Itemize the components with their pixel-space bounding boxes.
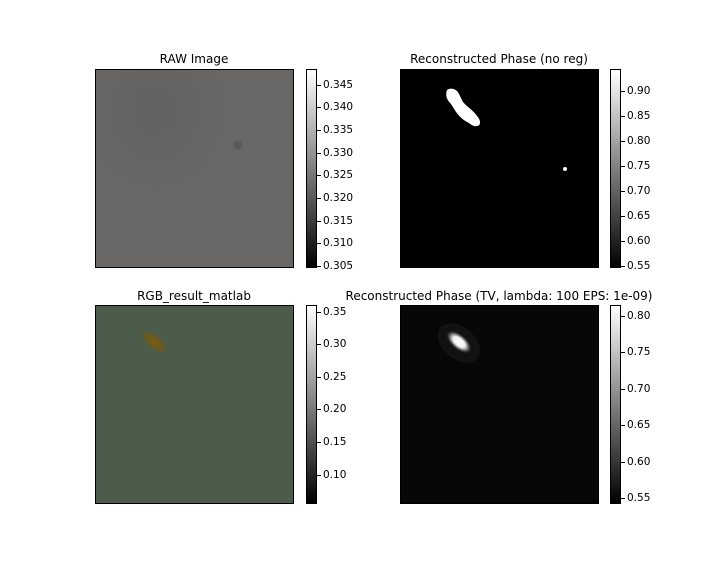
colorbar — [610, 305, 621, 504]
colorbar-tick-mark — [621, 425, 625, 426]
phase-no-reg-heatmap — [400, 69, 599, 268]
colorbar-tick-label: 0.25 — [323, 371, 347, 383]
colorbar-tick-mark — [317, 107, 321, 108]
colorbar-tick-mark — [317, 175, 321, 176]
rgb-result-svg — [139, 328, 169, 356]
colorbar-tick-mark — [621, 166, 625, 167]
colorbar-tick-label: 0.75 — [627, 346, 651, 358]
phase-no-reg-svg — [446, 88, 567, 171]
colorbar-tick-mark — [621, 266, 625, 267]
colorbar-tick-label: 0.325 — [323, 169, 354, 181]
colorbar-tick-label: 0.10 — [323, 469, 347, 481]
colorbar-tick-label: 0.65 — [627, 419, 651, 431]
panel-title: Reconstructed Phase (TV, lambda: 100 EPS… — [345, 289, 653, 303]
panel-title: RAW Image — [159, 52, 229, 66]
colorbar-tick-label: 0.315 — [323, 215, 354, 227]
bright-dot — [563, 167, 567, 171]
colorbar-tick-mark — [317, 153, 321, 154]
yellow-blob — [139, 328, 169, 356]
colorbar-tick-label: 0.75 — [627, 160, 651, 172]
colorbar-tick-mark — [317, 243, 321, 244]
colorbar-tick-mark — [317, 442, 321, 443]
panel-title: RGB_result_matlab — [137, 289, 251, 303]
colorbar-tick-mark — [317, 130, 321, 131]
colorbar-tick-label: 0.20 — [323, 403, 347, 415]
colorbar-tick-label: 0.60 — [627, 456, 651, 468]
colorbar-tick-mark — [317, 221, 321, 222]
colorbar-tick-label: 0.320 — [323, 192, 354, 204]
colorbar-tick-label: 0.15 — [323, 436, 347, 448]
colorbar-tick-label: 0.335 — [323, 124, 354, 136]
colorbar-tick-mark — [621, 498, 625, 499]
colorbar-tick-label: 0.65 — [627, 210, 651, 222]
colorbar-tick-label: 0.55 — [627, 492, 651, 504]
colorbar — [306, 305, 317, 504]
colorbar — [306, 69, 317, 268]
colorbar-tick-label: 0.80 — [627, 310, 651, 322]
colorbar — [610, 69, 621, 268]
rgb-result-image — [95, 305, 294, 504]
bright-ellipse — [445, 330, 473, 354]
colorbar-tick-mark — [317, 266, 321, 267]
colorbar-tick-mark — [317, 312, 321, 313]
colorbar-tick-mark — [317, 377, 321, 378]
colorbar-tick-mark — [317, 85, 321, 86]
bright-blob — [446, 88, 480, 127]
colorbar-tick-label: 0.30 — [323, 338, 347, 350]
colorbar-tick-mark — [621, 389, 625, 390]
colorbar-tick-mark — [621, 116, 625, 117]
raw-image-heatmap — [95, 69, 294, 268]
colorbar-tick-label: 0.80 — [627, 135, 651, 147]
colorbar-tick-label: 0.70 — [627, 383, 651, 395]
phase-tv-heatmap — [400, 305, 599, 504]
phase-tv-svg — [437, 323, 481, 363]
colorbar-tick-label: 0.330 — [323, 147, 354, 159]
colorbar-tick-label: 0.55 — [627, 260, 651, 272]
panel-title: Reconstructed Phase (no reg) — [410, 52, 588, 66]
colorbar-tick-mark — [621, 316, 625, 317]
colorbar-tick-mark — [621, 191, 625, 192]
colorbar-tick-label: 0.340 — [323, 101, 354, 113]
colorbar-tick-mark — [317, 409, 321, 410]
colorbar-tick-label: 0.90 — [627, 85, 651, 97]
colorbar-tick-label: 0.35 — [323, 306, 347, 318]
colorbar-tick-label: 0.310 — [323, 237, 354, 249]
colorbar-tick-mark — [621, 241, 625, 242]
colorbar-tick-label: 0.60 — [627, 235, 651, 247]
colorbar-tick-mark — [317, 344, 321, 345]
colorbar-tick-label: 0.85 — [627, 110, 651, 122]
colorbar-tick-mark — [621, 216, 625, 217]
colorbar-tick-label: 0.70 — [627, 185, 651, 197]
colorbar-tick-mark — [621, 141, 625, 142]
colorbar-tick-mark — [621, 91, 625, 92]
colorbar-tick-label: 0.305 — [323, 260, 354, 272]
colorbar-tick-mark — [317, 475, 321, 476]
colorbar-tick-mark — [621, 462, 625, 463]
colorbar-tick-mark — [317, 198, 321, 199]
colorbar-tick-mark — [621, 352, 625, 353]
colorbar-tick-label: 0.345 — [323, 79, 354, 91]
